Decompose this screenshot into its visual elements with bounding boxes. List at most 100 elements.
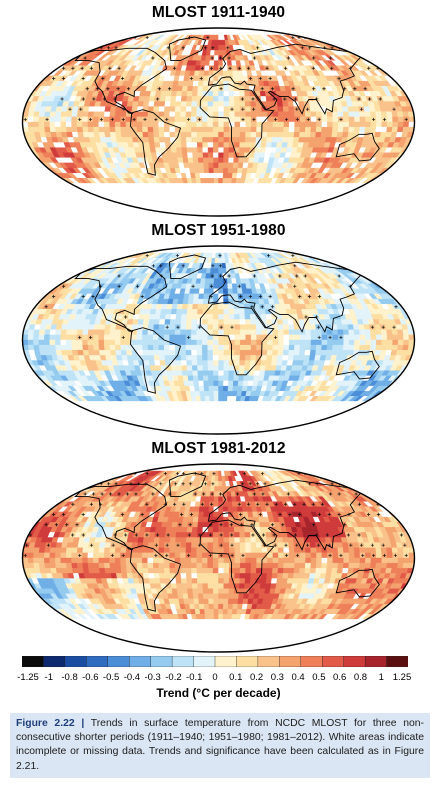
- trend-cell: [229, 334, 236, 341]
- trend-cell: [44, 334, 51, 341]
- trend-cell: [109, 334, 116, 341]
- trend-cell: [33, 126, 40, 133]
- trend-cell: [243, 86, 250, 92]
- trend-cell: [142, 126, 149, 133]
- trend-cell: [202, 86, 209, 92]
- trend-cell: [158, 329, 165, 336]
- trend-cell: [201, 126, 208, 133]
- trend-cell: [205, 406, 212, 412]
- trend-cell: [294, 329, 301, 336]
- trend-cell: [337, 111, 344, 118]
- trend-cell: [278, 116, 284, 123]
- trend-cell: [254, 147, 261, 153]
- significance-marker: [258, 76, 262, 81]
- trend-cell: [218, 406, 223, 412]
- trend-cell: [180, 106, 187, 113]
- trend-cell: [198, 70, 205, 77]
- trend-cell: [266, 355, 273, 361]
- trend-cell: [298, 131, 306, 138]
- trend-cell: [204, 60, 211, 66]
- trend-cell: [287, 319, 295, 325]
- trend-cell: [238, 375, 245, 382]
- trend-cell: [250, 111, 257, 118]
- trend-cell: [218, 91, 225, 97]
- trend-cell: [232, 167, 239, 174]
- trend-cell: [202, 370, 209, 377]
- trend-cell: [201, 339, 208, 346]
- trend-cell: [278, 334, 284, 341]
- map-outline: [21, 27, 416, 217]
- trend-cell: [196, 349, 203, 356]
- trend-cell: [201, 334, 208, 341]
- trend-cell: [298, 349, 306, 356]
- trend-cell: [164, 355, 171, 361]
- trend-cell: [227, 162, 234, 169]
- trend-cell: [210, 411, 216, 418]
- trend-cell: [196, 319, 203, 325]
- trend-cell: [187, 152, 194, 159]
- trend-cell: [283, 126, 290, 133]
- trend-cell: [174, 111, 181, 118]
- trend-cell: [288, 116, 295, 123]
- trend-cell: [305, 121, 312, 128]
- trend-cell: [185, 339, 192, 346]
- trend-cell: [337, 126, 344, 133]
- trend-cell: [265, 96, 273, 102]
- significance-marker: [382, 117, 387, 122]
- trend-cell: [175, 101, 182, 107]
- trend-cell: [255, 349, 263, 356]
- trend-cell: [194, 390, 201, 397]
- trend-cell: [198, 380, 205, 387]
- trend-cell: [260, 360, 267, 366]
- trend-cell: [218, 96, 225, 102]
- trend-cell: [60, 339, 67, 346]
- trend-cell: [332, 334, 339, 341]
- trend-cell: [259, 152, 266, 159]
- trend-cell: [116, 208, 138, 215]
- trend-cell: [227, 172, 233, 179]
- trend-map-1951-1980: [21, 245, 416, 435]
- trend-cell: [218, 365, 225, 371]
- trend-cell: [250, 344, 257, 351]
- trend-cell: [186, 96, 193, 102]
- trend-cell: [180, 96, 188, 102]
- trend-cell: [267, 126, 274, 133]
- trend-cell: [310, 334, 317, 341]
- trend-cell: [408, 116, 415, 123]
- significance-marker: [311, 66, 315, 70]
- trend-cell: [239, 147, 246, 153]
- trend-cell: [212, 365, 219, 371]
- trend-cell: [227, 283, 233, 289]
- trend-cell: [180, 324, 187, 331]
- trend-cell: [142, 131, 149, 138]
- trend-cell: [278, 339, 284, 346]
- trend-cell: [160, 309, 167, 315]
- trend-cell: [392, 116, 399, 123]
- trend-cell: [210, 268, 215, 274]
- trend-cell: [256, 121, 263, 128]
- trend-cell: [266, 319, 273, 325]
- trend-cell: [77, 349, 85, 356]
- trend-cell: [196, 101, 203, 107]
- trend-cell: [200, 273, 207, 279]
- significance-marker: [117, 66, 121, 70]
- trend-cell: [234, 360, 241, 366]
- trend-cell: [187, 375, 194, 382]
- significance-marker: [109, 35, 113, 40]
- trend-cell: [261, 344, 268, 351]
- trend-cell: [218, 121, 225, 128]
- trend-cell: [191, 91, 198, 97]
- trend-cell: [82, 116, 89, 123]
- trend-cell: [310, 111, 317, 118]
- trend-cell: [142, 344, 149, 351]
- trend-cell: [163, 329, 170, 336]
- trend-cell: [315, 131, 322, 138]
- trend-cell: [343, 411, 358, 418]
- trend-cell: [181, 86, 189, 92]
- trend-cell: [201, 116, 208, 123]
- trend-cell: [213, 385, 219, 392]
- trend-cell: [201, 131, 208, 138]
- trend-cell: [239, 344, 246, 351]
- trend-cell: [147, 126, 154, 133]
- trend-cell: [191, 339, 197, 346]
